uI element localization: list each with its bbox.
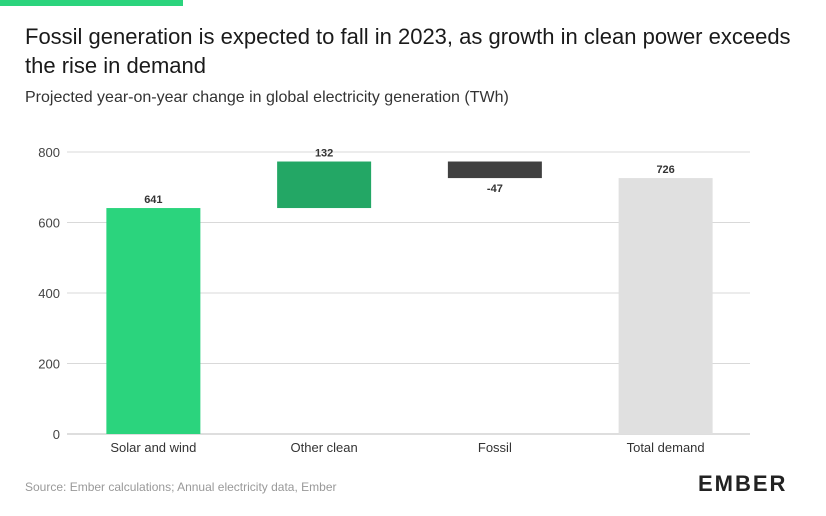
bar-solar-and-wind	[106, 208, 201, 434]
y-tick-label: 800	[38, 145, 60, 160]
data-label: -47	[487, 183, 503, 195]
y-tick-label: 0	[53, 427, 60, 442]
x-tick-label: Fossil	[478, 440, 512, 455]
x-tick-label: Total demand	[627, 440, 705, 455]
top-accent-bar	[0, 0, 183, 6]
bar-other-clean	[277, 161, 372, 209]
x-tick-label: Solar and wind	[110, 440, 196, 455]
bar-fossil	[447, 161, 542, 179]
source-note: Source: Ember calculations; Annual elect…	[25, 480, 337, 494]
ember-logo: EMBER	[698, 471, 788, 496]
data-label: 132	[315, 148, 333, 160]
y-tick-label: 400	[38, 286, 60, 301]
chart-title: Fossil generation is expected to fall in…	[25, 24, 791, 78]
bar-total-demand	[618, 178, 713, 434]
waterfall-chart: 0 200 400 600 800 641 Solar and wind 132 Other c…	[38, 145, 750, 455]
data-label: 641	[144, 194, 162, 206]
x-tick-label: Other clean	[291, 440, 358, 455]
y-tick-label: 200	[38, 357, 60, 372]
data-label: 726	[656, 164, 674, 176]
y-tick-label: 600	[38, 216, 60, 231]
chart-subtitle: Projected year-on-year change in global …	[25, 89, 509, 106]
